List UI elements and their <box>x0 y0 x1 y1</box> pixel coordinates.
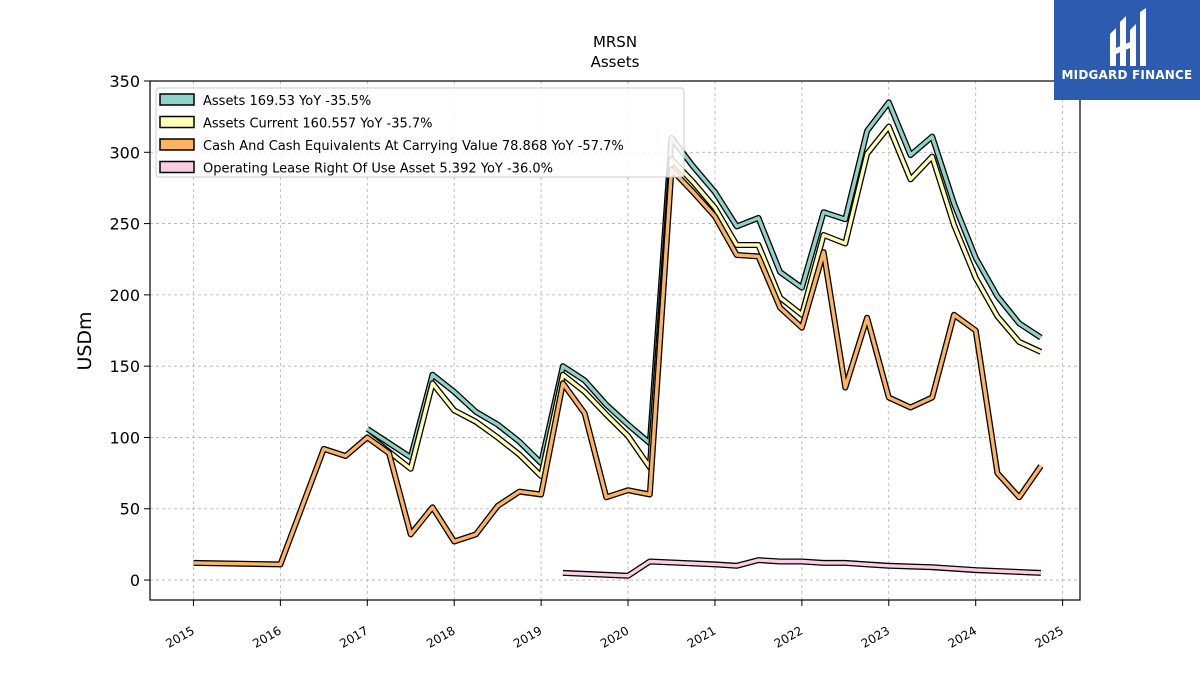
series-line-2 <box>193 167 1043 567</box>
x-tick-label: 2018 <box>424 623 457 650</box>
x-axis: 2015 2016 2017 2018 2019 2020 2021 2022 2023 2024… <box>163 600 1066 651</box>
plot-lines <box>193 99 1044 579</box>
x-tick-label: 2022 <box>772 623 805 650</box>
chart-subtitle: Assets <box>591 53 640 71</box>
x-tick-label: 2021 <box>685 623 718 650</box>
plot-frame <box>149 80 1081 601</box>
y-tick-label: 200 <box>109 286 140 305</box>
chart-title: MRSN <box>593 33 637 51</box>
x-tick-label: 2019 <box>511 623 544 650</box>
legend-swatch <box>159 138 195 151</box>
y-axis-label: USDm <box>74 311 96 370</box>
legend-label: Assets Current 160.557 YoY -35.7% <box>203 117 433 132</box>
x-tick-label: 2015 <box>163 623 196 650</box>
legend-swatch <box>159 160 195 174</box>
legend-swatch <box>159 115 195 129</box>
legend: Assets 169.53 YoY -35.5% Assets Current 1… <box>155 87 685 178</box>
series-line-outline <box>193 166 1044 568</box>
brand-logo: MIDGARD FINANCE <box>1054 0 1200 100</box>
y-tick-label: 100 <box>109 428 140 447</box>
y-tick-label: 350 <box>109 72 140 91</box>
y-axis: 0 50 100 150 200 250 300 350 <box>109 72 150 590</box>
series-line-1 <box>366 124 1042 478</box>
x-tick-label: 2025 <box>1033 623 1066 650</box>
legend-box <box>155 87 685 178</box>
y-tick-label: 50 <box>120 500 140 519</box>
x-tick-label: 2016 <box>250 623 283 650</box>
series-line-3 <box>562 558 1041 578</box>
legend-label: Operating Lease Right Of Use Asset 5.392… <box>203 162 553 177</box>
legend-label: Assets 169.53 YoY -35.5% <box>203 94 371 109</box>
series-line-0 <box>366 100 1042 465</box>
y-tick-label: 300 <box>109 143 140 162</box>
logo-text: MIDGARD FINANCE <box>1061 68 1193 82</box>
y-tick-label: 0 <box>130 571 140 590</box>
x-tick-label: 2020 <box>598 623 631 650</box>
y-tick-label: 250 <box>109 215 140 234</box>
x-tick-label: 2023 <box>859 623 892 650</box>
x-tick-label: 2024 <box>946 623 979 650</box>
legend-swatch <box>159 93 195 106</box>
legend-label: Cash And Cash Equivalents At Carrying Va… <box>203 139 624 154</box>
x-tick-label: 2017 <box>337 623 370 650</box>
midgard-logo-icon <box>1110 8 1146 66</box>
y-tick-label: 150 <box>109 357 140 376</box>
